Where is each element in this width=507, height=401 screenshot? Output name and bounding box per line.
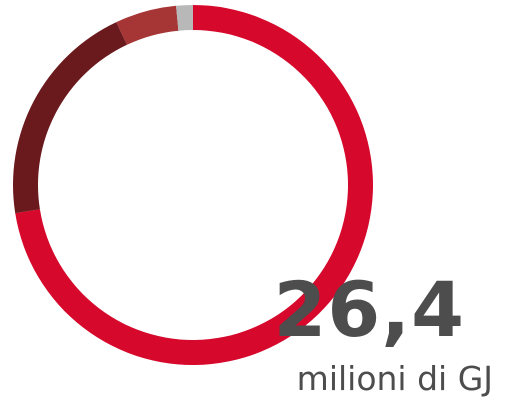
donut-slices [12, 5, 374, 365]
total-unit: milioni di GJ [296, 359, 493, 398]
donut-slice-3 [116, 5, 179, 45]
donut-slice-2 [12, 22, 128, 214]
total-value: 26,4 [273, 265, 465, 354]
donut-slice-4 [176, 5, 193, 31]
